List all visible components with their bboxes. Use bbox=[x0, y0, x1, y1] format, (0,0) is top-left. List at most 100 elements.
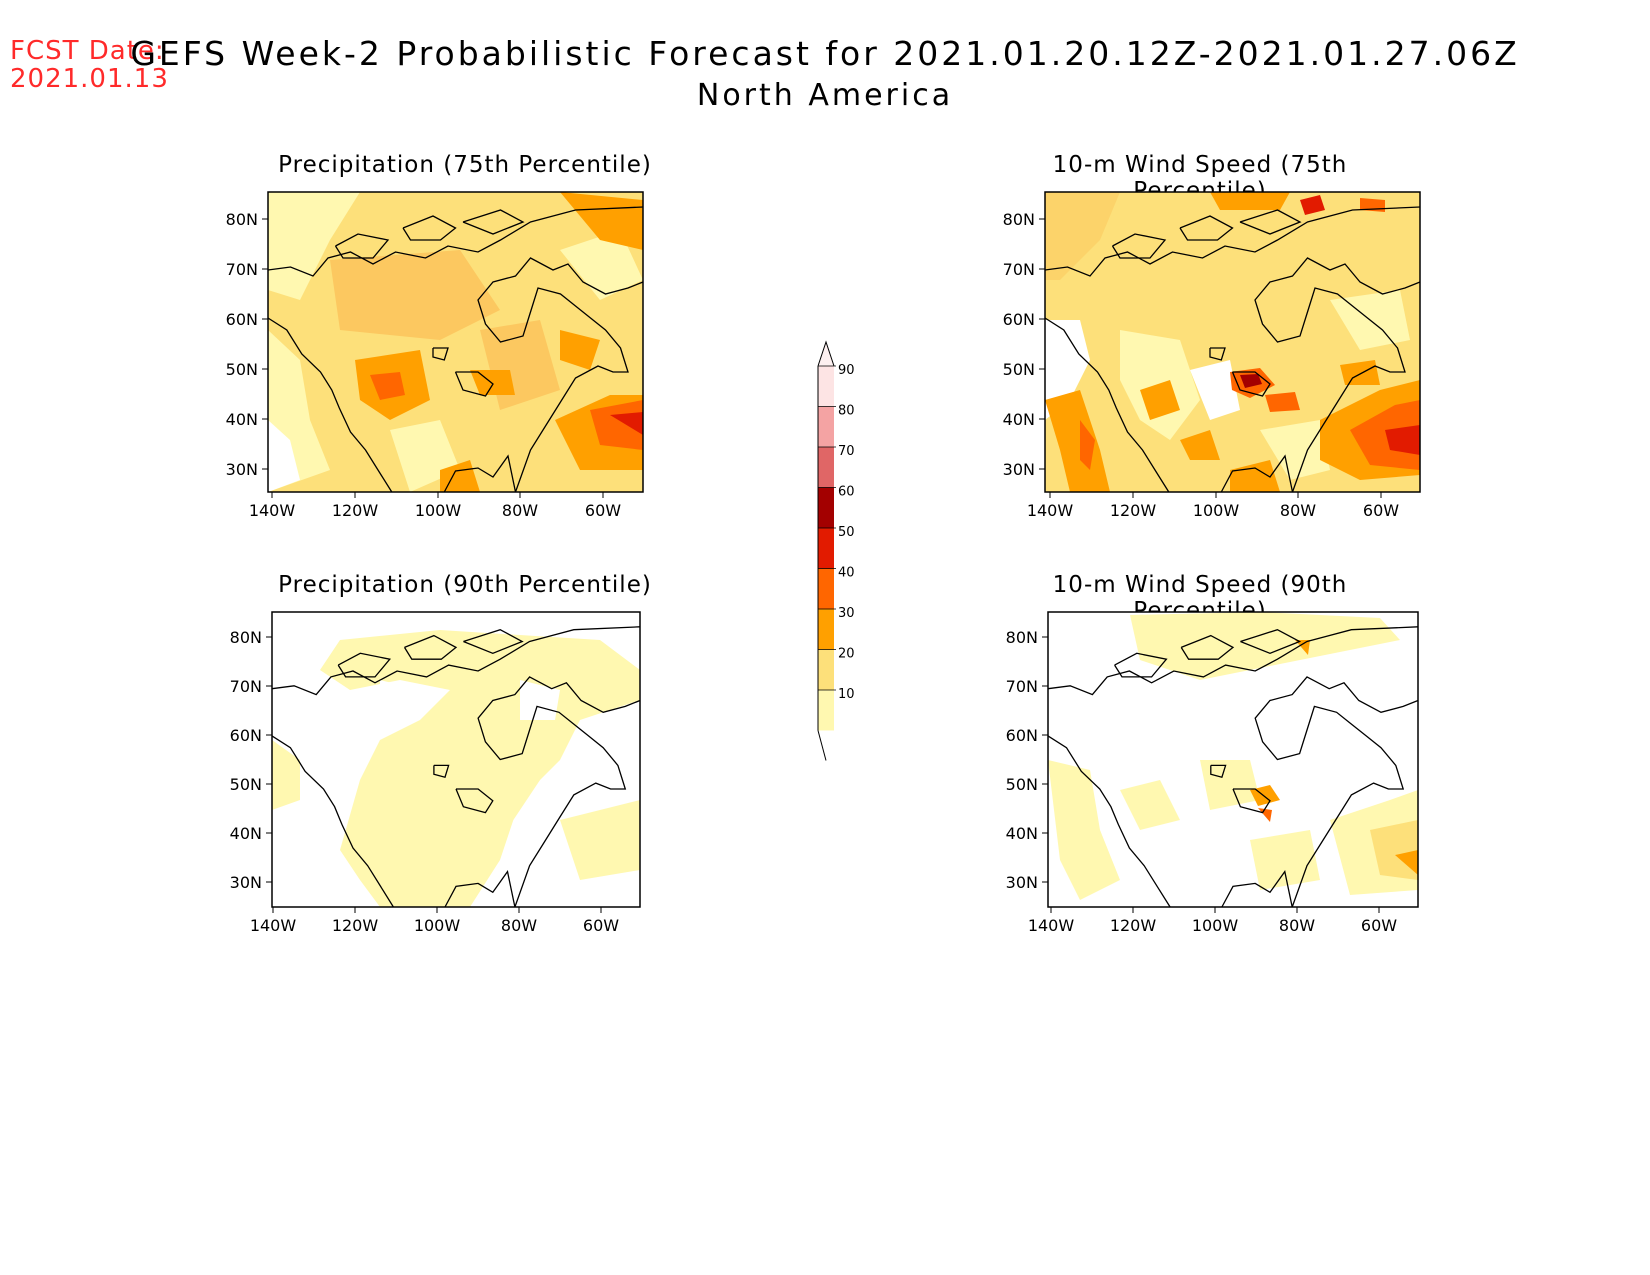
coastline bbox=[1047, 626, 1419, 696]
colorbar-label: 40 bbox=[838, 566, 855, 581]
colorbar-label: 50 bbox=[838, 525, 855, 540]
coastline bbox=[1111, 233, 1167, 259]
lon-tick-label: 60W bbox=[1363, 501, 1399, 520]
colorbar-label: 10 bbox=[838, 687, 855, 702]
page-subtitle: North America bbox=[696, 78, 954, 113]
coastline bbox=[337, 652, 392, 678]
colorbar-band bbox=[818, 487, 834, 528]
colorbar-label: 60 bbox=[838, 485, 855, 500]
panel-title-precip-75: Precipitation (75th Percentile) bbox=[278, 152, 652, 178]
coastline bbox=[403, 634, 458, 660]
lon-tick-label: 140W bbox=[249, 501, 296, 520]
lon-tick-label: 120W bbox=[332, 501, 379, 520]
lat-tick-label: 50N bbox=[230, 775, 262, 794]
coastline bbox=[433, 764, 450, 778]
map-frame bbox=[1044, 191, 1421, 493]
coastline bbox=[1221, 870, 1293, 908]
coastline bbox=[444, 870, 516, 908]
lat-tick-label: 50N bbox=[226, 360, 258, 379]
coastline bbox=[1210, 764, 1227, 778]
coastline bbox=[454, 371, 494, 397]
lon-tick-label: 120W bbox=[1110, 916, 1157, 935]
lat-tick-label: 30N bbox=[1003, 460, 1035, 479]
coastline bbox=[1209, 347, 1226, 361]
coastline bbox=[1179, 215, 1234, 241]
coastline bbox=[1114, 652, 1168, 678]
panel-axes-precip-90: 80N 70N 60N 50N 40N 30N 140W 120W 100W 80W 60W bbox=[230, 611, 641, 935]
lon-tick-label: 60W bbox=[1361, 916, 1397, 935]
lat-tick-label: 80N bbox=[1003, 210, 1035, 229]
lat-tick-label: 40N bbox=[230, 824, 262, 843]
lat-tick-label: 40N bbox=[1006, 824, 1038, 843]
coastline bbox=[1239, 209, 1302, 235]
map-frame bbox=[271, 611, 641, 908]
coastline bbox=[1180, 634, 1235, 660]
lon-tick-label: 100W bbox=[1193, 501, 1240, 520]
colorbar-label: 90 bbox=[838, 363, 855, 378]
coastline bbox=[402, 215, 457, 241]
coastline bbox=[1044, 317, 1170, 493]
lat-tick-label: 60N bbox=[226, 310, 258, 329]
map-frame bbox=[267, 191, 644, 493]
coastline bbox=[477, 676, 641, 908]
lon-tick-label: 80W bbox=[1279, 916, 1315, 935]
colorbar-label: 70 bbox=[838, 444, 855, 459]
coastline bbox=[1047, 735, 1171, 908]
lat-tick-label: 70N bbox=[1006, 677, 1038, 696]
colorbar-band bbox=[818, 366, 834, 407]
lat-tick-label: 40N bbox=[226, 410, 258, 429]
coastline bbox=[267, 206, 644, 277]
colorbar-band bbox=[818, 568, 834, 609]
map-frames: 80N 70N 60N 50N 40N 30N 140W 120W 100W 80W 60W 80N 7… bbox=[226, 191, 1421, 935]
lat-tick-label: 70N bbox=[230, 677, 262, 696]
lon-tick-label: 80W bbox=[501, 916, 537, 935]
coastline bbox=[463, 628, 524, 655]
lat-tick-label: 60N bbox=[1006, 726, 1038, 745]
map-panel-wind-90 bbox=[1048, 612, 1418, 907]
lon-tick-label: 120W bbox=[1110, 501, 1157, 520]
lat-tick-label: 30N bbox=[226, 460, 258, 479]
fcst-date-value: 2021.01.13 bbox=[10, 64, 169, 94]
coastline bbox=[271, 735, 394, 908]
colorbar: 90 80 70 60 50 40 30 20 10 bbox=[817, 340, 855, 761]
coastline bbox=[1254, 257, 1421, 493]
panel-axes-precip-75: 80N 70N 60N 50N 40N 30N 140W 120W 100W 80W 60W bbox=[226, 191, 644, 520]
lon-tick-label: 60W bbox=[583, 916, 619, 935]
coastline bbox=[1254, 676, 1419, 908]
lon-tick-label: 60W bbox=[585, 501, 621, 520]
colorbar-band bbox=[818, 690, 834, 731]
coastline bbox=[443, 454, 517, 493]
coastline bbox=[1231, 371, 1271, 397]
coastline bbox=[1220, 454, 1294, 493]
lon-tick-label: 100W bbox=[1192, 916, 1239, 935]
lat-tick-label: 80N bbox=[226, 210, 258, 229]
lon-tick-label: 120W bbox=[332, 916, 379, 935]
colorbar-bottom-cap bbox=[817, 730, 827, 761]
colorbar-band bbox=[818, 447, 834, 488]
lon-tick-label: 100W bbox=[414, 916, 461, 935]
panel-title-precip-90: Precipitation (90th Percentile) bbox=[278, 572, 652, 598]
coastline bbox=[1044, 206, 1421, 277]
lat-tick-label: 60N bbox=[1003, 310, 1035, 329]
lon-tick-label: 140W bbox=[250, 916, 297, 935]
lat-tick-label: 70N bbox=[226, 260, 258, 279]
lat-tick-label: 50N bbox=[1003, 360, 1035, 379]
lon-tick-label: 80W bbox=[1280, 501, 1316, 520]
page-title: GEFS Week-2 Probabilistic Forecast for 2… bbox=[130, 34, 1520, 73]
panel-axes-wind-75: 80N 70N 60N 50N 40N 30N 140W 120W 100W 80W 60W bbox=[1003, 191, 1421, 520]
lon-tick-label: 140W bbox=[1028, 916, 1075, 935]
map-frame bbox=[1047, 611, 1419, 908]
colorbar-band bbox=[818, 528, 834, 569]
coastline bbox=[462, 209, 525, 235]
map-panel-wind-75 bbox=[1045, 192, 1420, 492]
lon-tick-label: 140W bbox=[1027, 501, 1074, 520]
lat-tick-label: 30N bbox=[1006, 873, 1038, 892]
coastline bbox=[1240, 628, 1302, 654]
lat-tick-label: 40N bbox=[1003, 410, 1035, 429]
lat-tick-label: 60N bbox=[230, 726, 262, 745]
lat-tick-label: 80N bbox=[1006, 628, 1038, 647]
fcst-date-label: FCST Date: bbox=[10, 36, 165, 66]
coastline bbox=[455, 788, 494, 814]
coastline bbox=[334, 233, 390, 259]
